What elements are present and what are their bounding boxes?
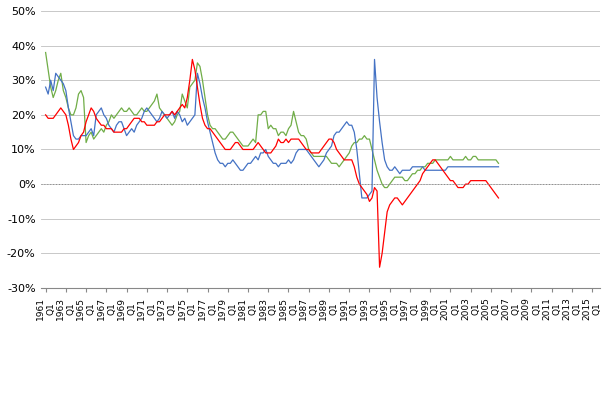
Time deposits + CDs <box>49 116 57 121</box>
Line: Cash: Cash <box>46 52 498 188</box>
Time deposits + CDs <box>376 265 383 270</box>
Demand deposits <box>358 196 365 200</box>
Demand deposits <box>450 164 457 169</box>
Time deposits + CDs <box>450 178 457 183</box>
Time deposits + CDs <box>217 140 224 145</box>
Time deposits + CDs <box>188 57 196 62</box>
Demand deposits <box>95 109 102 114</box>
Cash <box>42 50 49 55</box>
Cash <box>495 161 502 166</box>
Demand deposits <box>485 164 492 169</box>
Demand deposits <box>371 57 378 62</box>
Demand deposits <box>495 164 502 169</box>
Time deposits + CDs <box>135 116 143 121</box>
Cash <box>447 154 454 159</box>
Cash <box>49 95 57 100</box>
Demand deposits <box>135 119 143 124</box>
Time deposits + CDs <box>495 196 502 200</box>
Demand deposits <box>42 85 49 90</box>
Time deposits + CDs <box>485 182 492 186</box>
Demand deposits <box>49 88 57 93</box>
Line: Time deposits + CDs: Time deposits + CDs <box>46 60 498 267</box>
Time deposits + CDs <box>42 112 49 117</box>
Demand deposits <box>214 158 221 162</box>
Time deposits + CDs <box>95 119 102 124</box>
Cash <box>135 109 143 114</box>
Cash <box>95 130 102 134</box>
Cash <box>214 130 221 134</box>
Line: Demand deposits: Demand deposits <box>46 60 498 198</box>
Cash <box>381 185 389 190</box>
Cash <box>482 158 489 162</box>
